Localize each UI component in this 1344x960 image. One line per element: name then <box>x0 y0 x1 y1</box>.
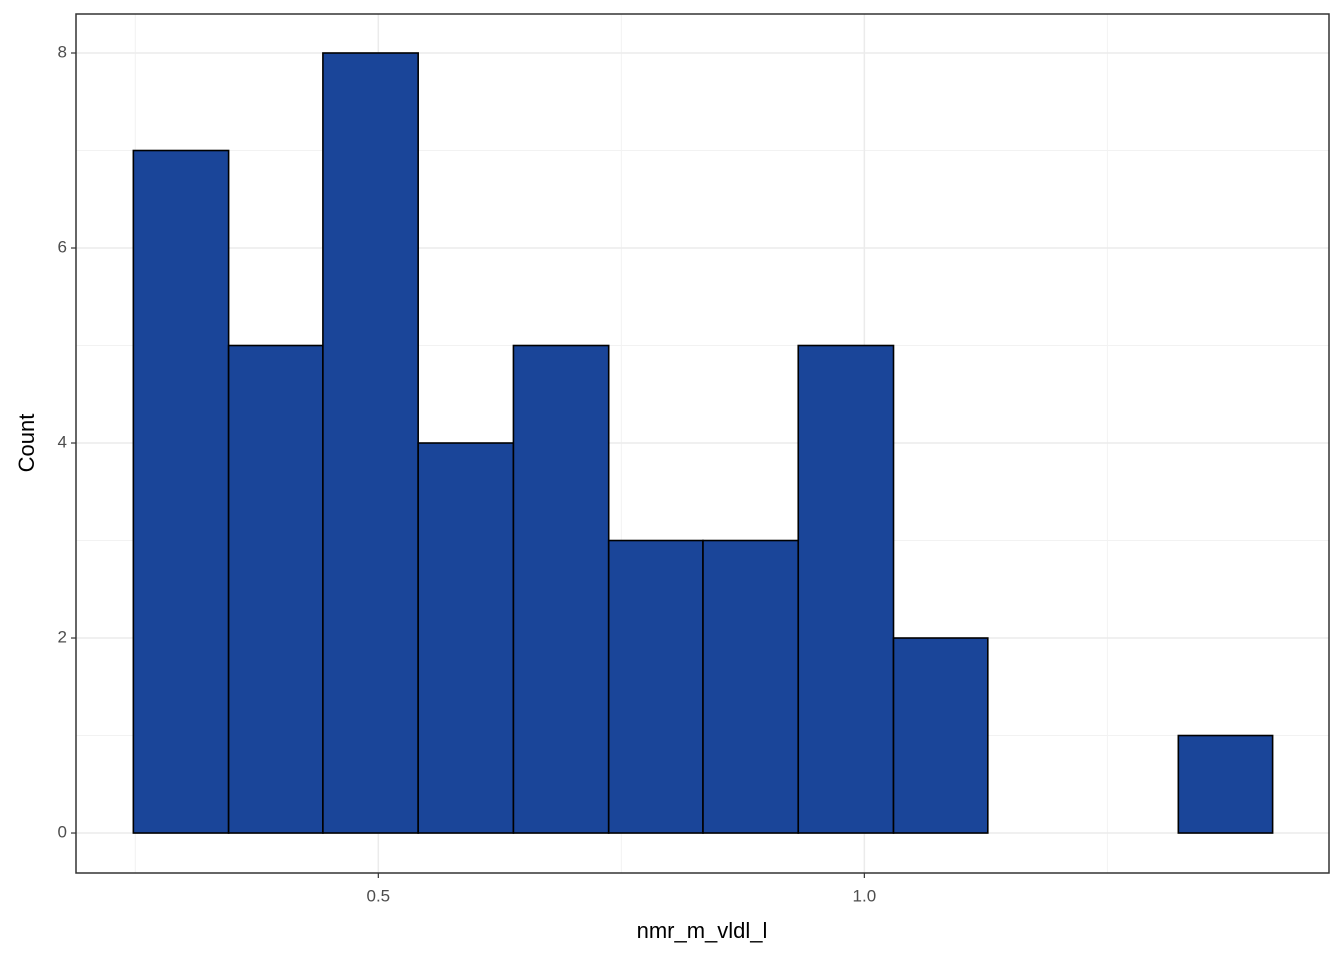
y-axis-title: Count <box>14 414 39 473</box>
bar <box>702 539 800 834</box>
y-tick-label: 8 <box>58 42 67 61</box>
bar <box>797 344 895 834</box>
bar <box>322 52 419 834</box>
y-tick-label: 4 <box>58 432 67 451</box>
y-tick-label: 2 <box>58 628 67 647</box>
x-tick-label: 0.5 <box>366 886 390 905</box>
bar <box>417 442 515 834</box>
x-axis-title: nmr_m_vldl_l <box>637 918 768 943</box>
y-tick-label: 0 <box>58 823 67 842</box>
bar <box>227 344 324 834</box>
x-tick-label: 1.0 <box>853 886 877 905</box>
bar <box>607 539 704 834</box>
bar <box>1177 734 1274 834</box>
bar <box>512 344 610 834</box>
panel-border <box>75 13 1330 874</box>
y-tick-label: 6 <box>58 237 67 256</box>
bar <box>892 637 989 834</box>
bar <box>132 149 230 834</box>
